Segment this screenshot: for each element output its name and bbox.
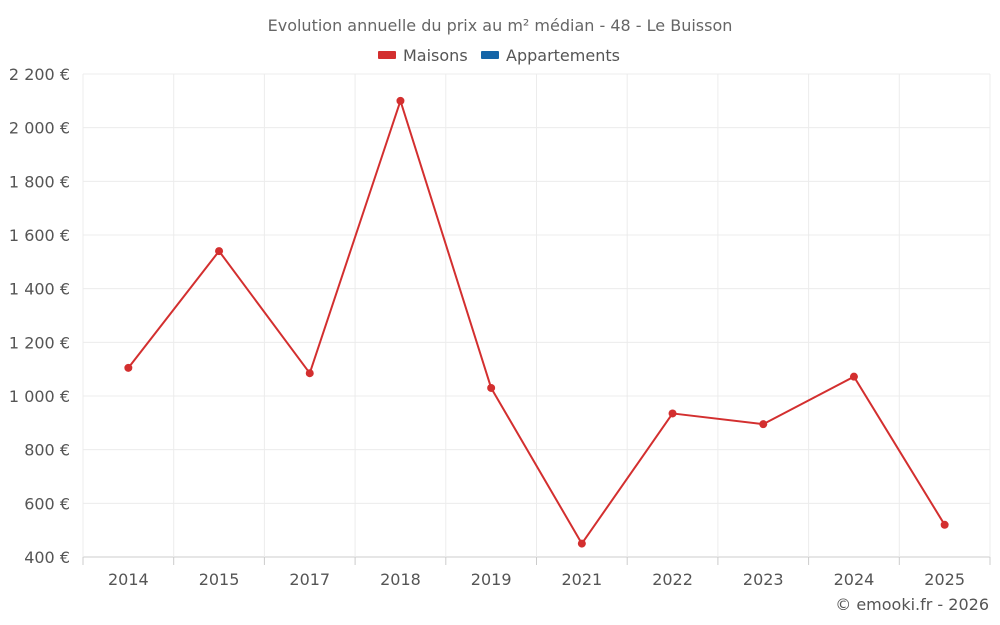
y-tick-label: 1 800 € bbox=[9, 172, 70, 191]
x-tick-label: 2015 bbox=[199, 570, 240, 589]
data-point[interactable] bbox=[487, 383, 496, 392]
legend-label-appartements: Appartements bbox=[506, 46, 620, 65]
legend-swatch-maisons bbox=[378, 51, 396, 59]
chart-title: Evolution annuelle du prix au m² médian … bbox=[268, 16, 733, 35]
y-tick-label: 1 200 € bbox=[9, 333, 70, 352]
data-point[interactable] bbox=[577, 539, 586, 548]
x-tick-label: 2014 bbox=[108, 570, 149, 589]
legend-swatch-appartements bbox=[481, 51, 499, 59]
data-point[interactable] bbox=[668, 409, 677, 418]
data-point[interactable] bbox=[940, 520, 949, 529]
y-tick-label: 800 € bbox=[24, 441, 70, 460]
y-tick-label: 2 000 € bbox=[9, 119, 70, 138]
y-tick-label: 600 € bbox=[24, 494, 70, 513]
x-tick-label: 2021 bbox=[561, 570, 602, 589]
x-tick-label: 2025 bbox=[924, 570, 965, 589]
series-line-maisons bbox=[127, 99, 946, 545]
series-maisons bbox=[124, 96, 949, 548]
credit-text: © emooki.fr - 2026 bbox=[835, 595, 989, 614]
x-tick-label: 2017 bbox=[289, 570, 330, 589]
grid bbox=[82, 73, 991, 558]
x-tick-label: 2019 bbox=[471, 570, 512, 589]
data-point[interactable] bbox=[124, 363, 133, 372]
y-tick-label: 400 € bbox=[24, 548, 70, 567]
x-tick-label: 2018 bbox=[380, 570, 421, 589]
x-tick-label: 2023 bbox=[743, 570, 784, 589]
y-tick-label: 1 000 € bbox=[9, 387, 70, 406]
y-axis: 400 € 600 € 800 € 1 000 € 1 200 € 1 400 € 1 60… bbox=[9, 65, 70, 567]
data-point[interactable] bbox=[849, 372, 858, 381]
data-point[interactable] bbox=[759, 420, 768, 429]
data-point[interactable] bbox=[396, 96, 405, 105]
x-axis: 2014 2015 2017 2018 2019 2021 2022 2023 2024 2025 bbox=[82, 557, 991, 589]
legend-item-appartements[interactable]: Appartements bbox=[481, 46, 620, 65]
data-point[interactable] bbox=[305, 369, 314, 378]
y-tick-label: 2 200 € bbox=[9, 65, 70, 84]
x-tick-label: 2022 bbox=[652, 570, 693, 589]
y-tick-label: 1 400 € bbox=[9, 280, 70, 299]
x-tick-label: 2024 bbox=[834, 570, 875, 589]
legend-item-maisons[interactable]: Maisons bbox=[378, 46, 468, 65]
data-point[interactable] bbox=[215, 247, 224, 256]
legend-label-maisons: Maisons bbox=[403, 46, 468, 65]
legend: Maisons Appartements bbox=[378, 46, 620, 65]
y-tick-label: 1 600 € bbox=[9, 226, 70, 245]
